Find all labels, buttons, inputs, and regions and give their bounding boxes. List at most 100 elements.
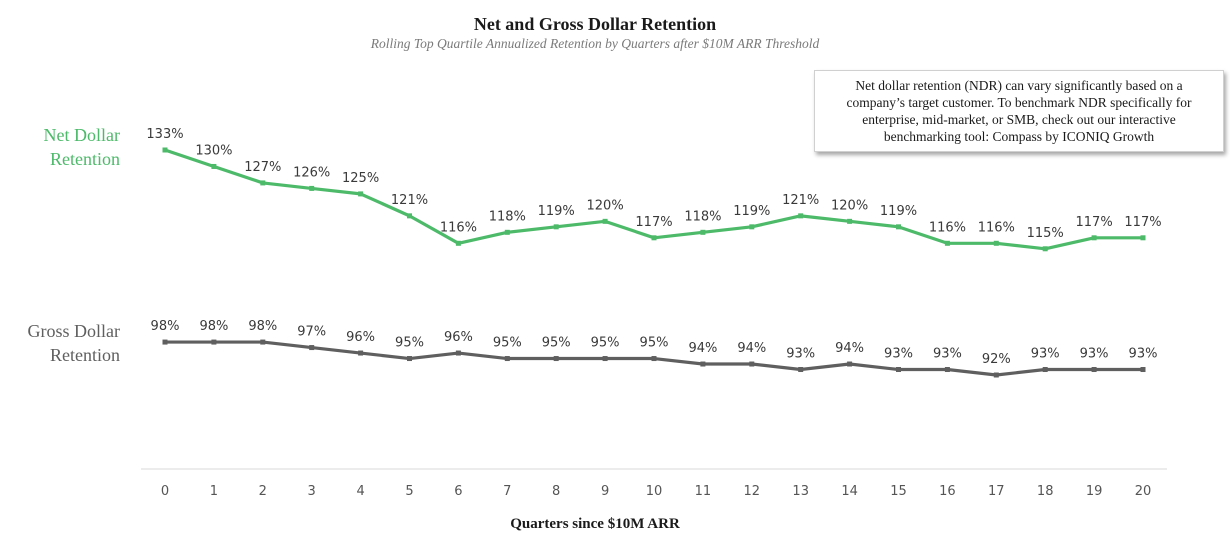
net-retention-point — [260, 180, 266, 186]
gross-retention-data-label: 95% — [640, 336, 669, 351]
net-retention-point — [798, 213, 804, 219]
net-retention-data-label: 115% — [1027, 226, 1064, 241]
net-retention-data-label: 126% — [293, 165, 330, 180]
gross-retention-point — [944, 367, 950, 373]
x-tick-label: 8 — [552, 484, 560, 499]
net-retention-point — [211, 163, 217, 169]
net-retention-point — [407, 213, 412, 219]
x-tick-label: 0 — [161, 484, 169, 499]
net-retention-data-label: 130% — [195, 143, 232, 158]
chart-subtitle: Rolling Top Quartile Annualized Retentio… — [370, 36, 820, 51]
net-retention-data-label: 118% — [489, 209, 526, 224]
gross-retention-point — [162, 339, 168, 345]
gross-retention-point — [1091, 367, 1097, 373]
net-retention-point — [700, 229, 706, 235]
gross-retention-data-label: 96% — [346, 330, 375, 345]
net-retention-data-label: 117% — [635, 215, 672, 230]
net-retention-point — [1091, 235, 1097, 241]
x-tick-label: 20 — [1135, 484, 1152, 499]
net-retention-point — [651, 235, 657, 241]
net-retention-data-label: 117% — [1124, 215, 1161, 230]
chart-title: Net and Gross Dollar Retention — [474, 14, 716, 34]
x-tick-label: 16 — [939, 484, 956, 499]
gross-retention-data-label: 93% — [1129, 347, 1158, 362]
net-retention-data-label: 125% — [342, 171, 379, 186]
net-retention-data-label: 119% — [880, 204, 917, 219]
net-retention-data-label: 121% — [782, 193, 819, 208]
gross-retention-data-label: 97% — [297, 325, 326, 340]
gross-retention-data-label: 94% — [835, 341, 864, 356]
net-retention-data-label: 121% — [391, 193, 428, 208]
ndr-note-box: Net dollar retention (NDR) can vary sign… — [814, 70, 1224, 152]
x-tick-label: 2 — [259, 484, 267, 499]
net-retention-series-label: Retention — [50, 149, 120, 169]
net-retention-point — [309, 185, 315, 191]
net-retention-data-label: 119% — [538, 204, 575, 219]
net-retention-point — [1042, 246, 1048, 252]
gross-retention-data-label: 93% — [933, 347, 962, 362]
net-retention-data-label: 120% — [587, 198, 624, 213]
net-retention-point — [504, 229, 510, 235]
gross-retention-point — [1140, 367, 1146, 373]
x-tick-label: 11 — [695, 484, 712, 499]
gross-retention-point — [798, 367, 804, 373]
gross-retention-data-label: 98% — [199, 319, 228, 334]
gross-retention-point — [455, 350, 461, 356]
gross-retention-point — [309, 345, 315, 351]
gross-retention-point — [358, 350, 364, 356]
x-tick-label: 9 — [601, 484, 609, 499]
x-tick-label: 19 — [1086, 484, 1103, 499]
gross-retention-data-label: 94% — [688, 341, 717, 356]
series-layer: 133% 130% 127% 126% 125% 121% 116% 118% 119% 120%… — [146, 127, 1162, 378]
net-retention-data-label: 118% — [684, 209, 721, 224]
net-retention-data-label: 119% — [733, 204, 770, 219]
net-retention-data-label: 116% — [978, 220, 1015, 235]
gross-retention-series-label: Gross Dollar — [28, 321, 121, 341]
gross-retention-point — [651, 356, 657, 362]
gross-retention-point — [896, 367, 901, 373]
gross-retention-point — [407, 356, 412, 362]
x-tick-label: 13 — [792, 484, 809, 499]
net-retention-point — [993, 240, 999, 246]
gross-retention-point — [211, 339, 217, 345]
net-retention-point — [162, 147, 168, 153]
gross-retention-point — [847, 361, 853, 367]
gross-retention-point — [1042, 367, 1048, 373]
net-retention-data-label: 117% — [1076, 215, 1113, 230]
x-axis-label: Quarters since $10M ARR — [510, 516, 680, 532]
gross-retention-data-label: 94% — [737, 341, 766, 356]
x-tick-label: 5 — [405, 484, 413, 499]
gross-retention-point — [700, 361, 706, 367]
gross-retention-data-label: 95% — [493, 336, 522, 351]
series-labels: Net Dollar Retention Gross Dollar Retention — [28, 125, 121, 365]
net-retention-point — [602, 218, 608, 224]
x-tick-label: 6 — [454, 484, 462, 499]
gross-retention-point — [993, 372, 999, 378]
net-retention-data-label: 116% — [440, 220, 477, 235]
x-tick-label: 14 — [841, 484, 858, 499]
net-retention-point — [1140, 235, 1146, 241]
x-tick-label: 15 — [890, 484, 907, 499]
gross-retention-data-label: 93% — [786, 347, 815, 362]
net-retention-point — [944, 240, 950, 246]
net-retention-point — [358, 191, 364, 197]
gross-retention-data-label: 93% — [884, 347, 913, 362]
net-retention-point — [896, 224, 901, 230]
gross-retention-data-label: 93% — [1031, 347, 1060, 362]
gross-retention-point — [602, 356, 608, 362]
gross-retention-data-label: 98% — [248, 319, 277, 334]
gross-retention-point — [749, 361, 755, 367]
net-retention-series-label: Net Dollar — [44, 125, 120, 145]
x-axis-ticks: 0 1 2 3 4 5 6 7 8 9 10 11 12 13 14 15 16 17 18 19 20 — [161, 484, 1151, 499]
gross-retention-point — [553, 356, 559, 362]
net-retention-data-label: 120% — [831, 198, 868, 213]
net-retention-data-label: 133% — [146, 127, 183, 142]
x-tick-label: 1 — [210, 484, 218, 499]
x-tick-label: 18 — [1037, 484, 1054, 499]
net-retention-point — [847, 218, 853, 224]
gross-retention-series-label: Retention — [50, 345, 120, 365]
net-retention-point — [749, 224, 755, 230]
net-retention-data-label: 116% — [929, 220, 966, 235]
gross-retention-data-label: 96% — [444, 330, 473, 345]
net-retention-point — [553, 224, 559, 230]
